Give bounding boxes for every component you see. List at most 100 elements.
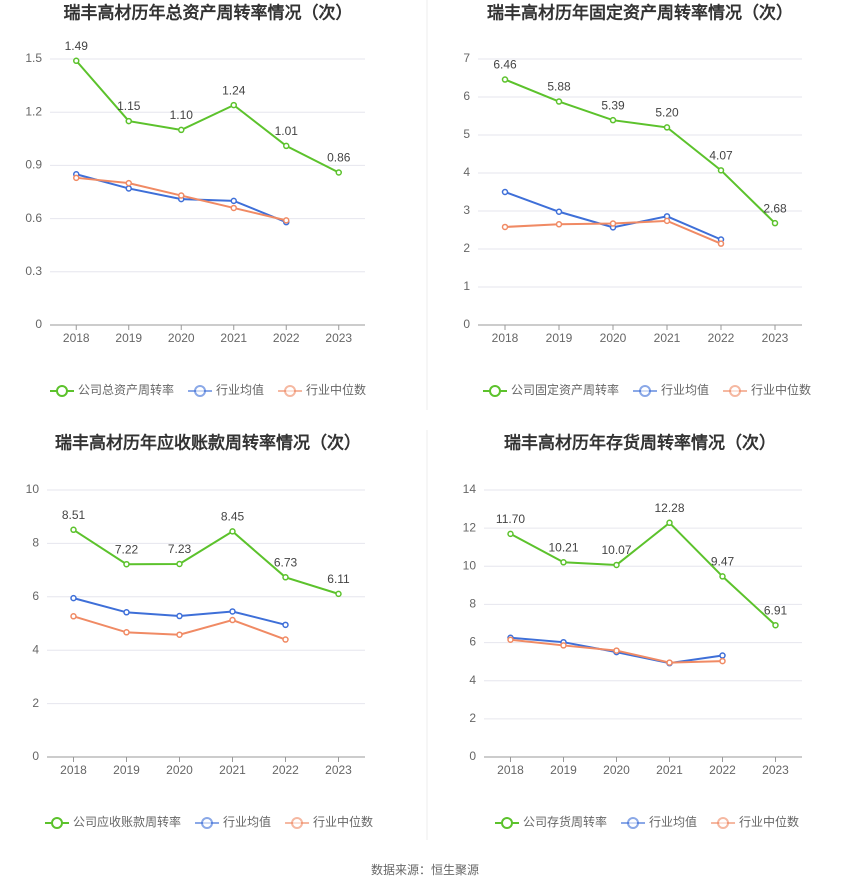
value-label: 2.68 [763,201,787,215]
data-point [123,609,130,616]
data-point [282,574,289,581]
x-tick-label: 2018 [60,763,87,777]
value-label: 9.47 [711,555,735,569]
value-label: 10.21 [548,540,578,554]
data-point [283,217,290,224]
x-tick-label: 2020 [166,763,193,777]
x-tick-label: 2020 [600,331,627,345]
data-point [230,101,237,109]
data-point [335,169,342,176]
x-tick-label: 2022 [709,763,736,777]
x-tick-label: 2023 [762,763,789,777]
y-tick-label: 4 [32,642,39,656]
data-point [230,204,237,212]
value-label: 1.01 [275,124,299,138]
x-tick-label: 2021 [220,331,247,345]
y-tick-label: 0 [463,317,470,331]
y-tick-label: 10 [26,482,40,496]
data-point [501,188,509,196]
chart-title: 瑞丰高材历年固定资产周转率情况（次） [487,2,793,22]
y-tick-label: 2 [32,696,39,710]
data-point [666,659,673,666]
y-tick-label: 2 [469,711,476,725]
data-point [176,631,183,638]
value-label: 1.10 [170,108,194,122]
data-point [771,219,779,227]
x-tick-label: 2019 [550,763,577,777]
data-point [555,98,563,105]
data-point [70,594,77,602]
data-point [282,636,289,643]
data-point [283,142,290,150]
y-tick-label: 1 [463,279,470,293]
chart-title: 瑞丰高材历年存货周转率情况（次） [504,432,776,452]
data-point [176,612,183,620]
value-label: 6.46 [493,58,517,72]
data-point [555,221,563,228]
y-tick-label: 10 [463,558,477,572]
y-tick-label: 3 [463,203,470,217]
legend-label: 行业均值 [661,382,709,397]
value-label: 6.11 [327,572,350,586]
data-point [230,197,237,205]
legend-label: 行业中位数 [739,814,799,829]
legend-label: 行业均值 [223,814,271,829]
legend-marker [201,817,214,829]
y-tick-label: 5 [463,127,470,141]
series-line [73,597,286,626]
value-label: 10.07 [601,543,631,557]
y-tick-label: 6 [32,589,39,603]
data-point [772,621,779,629]
x-tick-label: 2022 [273,331,300,345]
legend-marker [56,385,68,397]
x-tick-label: 2018 [492,331,519,345]
data-point [282,621,289,629]
y-tick-label: 7 [463,51,470,65]
data-point [73,174,80,182]
legend-label: 行业中位数 [751,382,811,397]
series-line [72,528,339,595]
y-tick-label: 0 [32,749,39,763]
value-label: 1.15 [117,99,141,113]
data-point [70,613,77,620]
x-tick-label: 2019 [113,763,140,777]
y-tick-label: 12 [463,520,477,534]
series-line [504,78,776,224]
legend-marker [717,817,730,829]
legend-label: 行业均值 [649,814,697,829]
legend-marker [51,817,63,829]
data-point [229,528,236,535]
value-label: 8.51 [62,508,86,522]
x-tick-label: 2022 [272,763,299,777]
x-tick-label: 2018 [497,763,524,777]
legend-marker [639,385,652,397]
value-label: 8.45 [221,510,245,524]
x-tick-label: 2021 [654,331,681,345]
x-tick-label: 2023 [762,331,789,345]
value-label: 7.22 [115,542,139,556]
data-point [719,652,726,659]
data-point [501,76,509,83]
data-point [73,57,80,65]
y-tick-label: 0.9 [25,158,42,172]
data-point [123,560,130,568]
data-point [717,240,725,247]
data-point [719,657,726,665]
y-tick-label: 0.6 [25,211,42,225]
data-point [70,526,77,534]
data-point [229,608,236,615]
data-point [666,519,673,527]
data-point [613,647,620,654]
y-tick-label: 2 [463,241,470,255]
y-tick-label: 4 [469,673,476,687]
data-point [719,573,726,580]
x-tick-label: 2023 [325,763,352,777]
legend-marker [194,385,207,397]
x-tick-label: 2021 [656,763,683,777]
value-label: 1.24 [222,83,246,97]
y-tick-label: 4 [463,165,470,179]
series-line [75,60,340,174]
data-point [609,116,617,124]
y-tick-label: 0 [35,317,42,331]
